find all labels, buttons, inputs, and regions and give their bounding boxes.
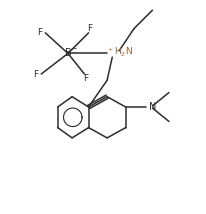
Text: F: F bbox=[33, 70, 38, 79]
Text: −: − bbox=[70, 45, 76, 54]
Text: F: F bbox=[37, 28, 42, 37]
Text: F: F bbox=[87, 24, 92, 33]
Text: F: F bbox=[83, 74, 88, 83]
Text: B: B bbox=[65, 48, 71, 58]
Text: $^+$H$_2$N: $^+$H$_2$N bbox=[106, 46, 133, 59]
Text: N: N bbox=[149, 102, 157, 112]
